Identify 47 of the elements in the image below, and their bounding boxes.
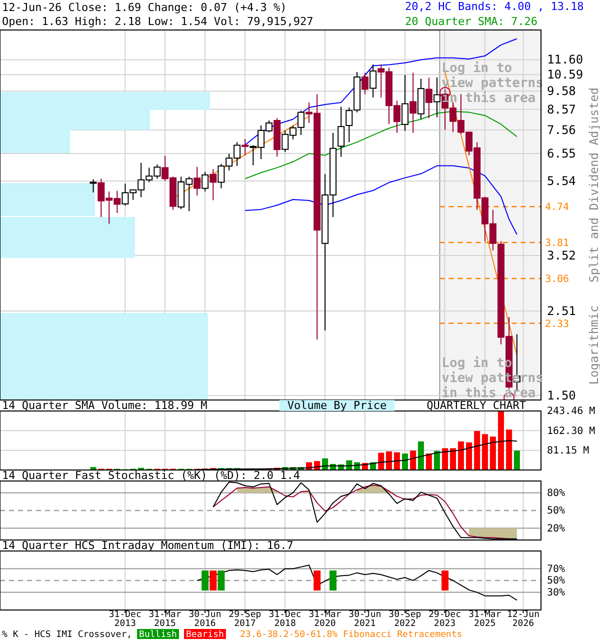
x-tick-label: 31-Mar 2015 (148, 610, 182, 629)
y-tick-label: 10.59 (547, 67, 584, 82)
text: 23.6-38.2-50-61.8% Fibonacci Retracements (240, 630, 462, 640)
x-tick-label: 31-Dec 2013 (108, 610, 142, 629)
annotation: QUARTERLY CHART (426, 399, 526, 412)
y-tick-label: 243.46 M (547, 406, 596, 418)
x-tick-label: 31-Dec 2018 (268, 610, 302, 629)
y-tick-label: 9.58 (547, 84, 576, 98)
y-tick-label: 162.30 M (547, 426, 596, 437)
ref-line-label: 2.33 (545, 318, 570, 330)
x-tick-label: 31-Mar 2020 (308, 610, 342, 629)
y-tick-label: 11.60 (547, 52, 584, 67)
x-tick-label: 30-Jun 2016 (188, 610, 222, 629)
chart-title: 14 Quarter SMA Volume: 118.99 M (2, 399, 208, 412)
chart-title: 12-Jun-26 Close: 1.69 Change: 0.07 (+4.3 %) (2, 1, 287, 14)
annotation: Volume By Price (287, 399, 387, 412)
x-tick-label: 12-Jun 2026 (506, 610, 540, 629)
y-tick-label: 70% (547, 564, 566, 575)
y-tick-label: 20% (547, 523, 566, 534)
x-tick-label: 29-Sep 2017 (228, 610, 262, 629)
chart-title: 14 Quarter Fast Stochastic (%K) (%D): 2.0 1.4 (2, 469, 300, 482)
y-tick-label: 80% (547, 488, 566, 499)
y-tick-label: 2.51 (547, 304, 576, 318)
y-tick-label: 3.52 (547, 248, 576, 262)
y-tick-label: 30% (547, 588, 566, 598)
ref-line-label: 3.81 (545, 238, 570, 250)
ref-line-label: 3.06 (545, 274, 570, 285)
x-tick-label: 29-Dec 2023 (428, 610, 462, 629)
y-tick-label: 6.55 (547, 146, 576, 160)
ref-line-label: 4.74 (545, 202, 570, 214)
y-tick-label: 8.57 (547, 102, 576, 116)
x-tick-label: 30-Jun 2021 (348, 610, 382, 629)
text: Bullish (139, 630, 177, 640)
chart-subtitle: Open: 1.63 High: 2.18 Low: 1.54 Vol: 79,915,927 (2, 15, 314, 28)
y-tick-label: 50% (547, 506, 566, 517)
x-tick-label: 30-Sep 2022 (388, 610, 422, 629)
y-tick-label: 50% (547, 576, 566, 587)
y-tick-label: 5.54 (547, 174, 576, 188)
chart-title: 14 Quarter HCS Intraday Momentum (IMI): 16.7 (2, 539, 294, 552)
text: Bearish (186, 630, 224, 640)
legend-title: % K - HCS IMI Crossover, (2, 630, 132, 640)
text: 20,2 HC Bands: 4.00 , 13.18 (405, 0, 584, 13)
x-tick-label: 31-Mar 2025 (468, 610, 502, 629)
y-tick-label: 1.50 (547, 388, 576, 402)
text: 20 Quarter SMA: 7.26 (405, 15, 538, 28)
y-tick-label: 7.56 (547, 122, 576, 137)
y-tick-label: 81.15 M (547, 446, 590, 457)
